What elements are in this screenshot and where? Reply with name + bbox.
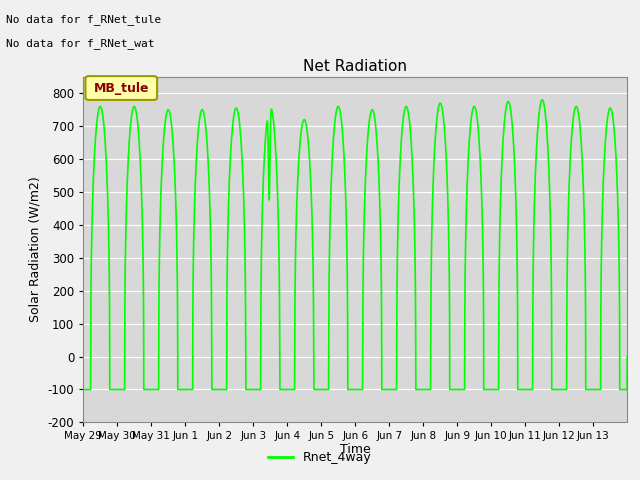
Legend: Rnet_4way: Rnet_4way <box>263 446 377 469</box>
Text: MB_tule: MB_tule <box>93 82 149 95</box>
Text: No data for f_RNet_wat: No data for f_RNet_wat <box>6 38 155 49</box>
X-axis label: Time: Time <box>340 443 371 456</box>
Y-axis label: Solar Radiation (W/m2): Solar Radiation (W/m2) <box>29 177 42 323</box>
Text: No data for f_RNet_tule: No data for f_RNet_tule <box>6 14 162 25</box>
Title: Net Radiation: Net Radiation <box>303 59 407 74</box>
